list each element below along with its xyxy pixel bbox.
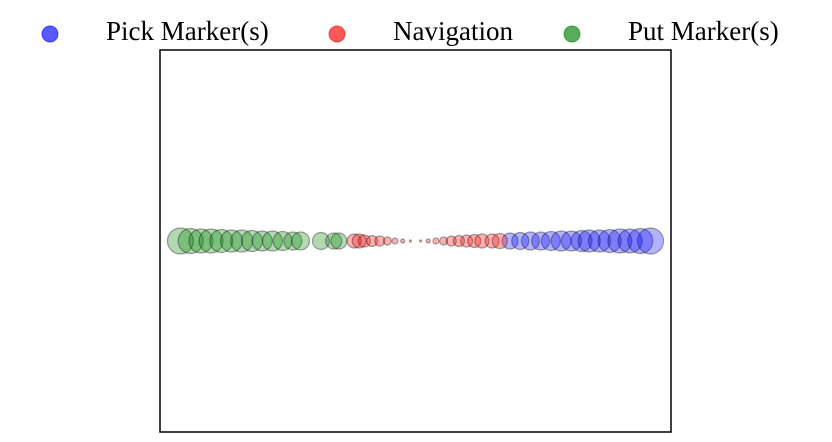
data-point [261, 230, 284, 252]
data-point [570, 229, 593, 253]
data-point [251, 230, 273, 252]
data-point [425, 238, 431, 244]
data-point [346, 233, 362, 249]
data-point [374, 235, 386, 247]
data-point [188, 228, 214, 254]
data-point [351, 233, 367, 249]
legend-marker [328, 25, 346, 43]
legend-marker [563, 25, 581, 43]
data-point [419, 239, 423, 243]
legend-label: Pick Marker(s) [106, 16, 269, 46]
data-point [627, 227, 654, 255]
data-point [272, 230, 293, 252]
data-point [325, 232, 343, 250]
data-point [467, 233, 482, 249]
data-point [240, 229, 264, 253]
data-point [177, 227, 204, 255]
legend-marker [41, 25, 59, 43]
data-point [520, 231, 541, 251]
data-point [531, 231, 551, 251]
data-point [439, 236, 449, 246]
data-point [357, 234, 371, 248]
data-point [607, 228, 633, 254]
legend-label: Navigation [393, 16, 513, 46]
data-point [290, 231, 311, 251]
data-point [597, 228, 622, 254]
data-point [452, 234, 466, 248]
data-point [432, 237, 440, 245]
data-point [230, 229, 254, 253]
data-point [491, 232, 508, 250]
data-point [391, 237, 399, 245]
data-point [560, 230, 582, 252]
data-point [617, 228, 643, 254]
data-point [577, 229, 601, 253]
data-point [311, 231, 331, 251]
data-point [460, 234, 474, 248]
data-point [501, 232, 519, 250]
data-point [400, 238, 406, 244]
data-point [540, 230, 562, 252]
data-point [484, 233, 500, 249]
data-point [445, 235, 457, 247]
data-point [365, 234, 379, 248]
data-point [474, 233, 490, 249]
data-point [550, 230, 572, 252]
data-point [330, 232, 348, 250]
data-point [166, 227, 195, 255]
data-point [587, 229, 612, 253]
data-point [408, 239, 412, 243]
data-point [283, 231, 303, 251]
data-point [511, 231, 530, 251]
plot-frame [159, 49, 672, 433]
data-point [219, 229, 244, 253]
legend-label: Put Marker(s) [628, 16, 779, 46]
data-point [382, 236, 392, 246]
data-point [636, 227, 665, 255]
data-point [198, 228, 224, 254]
data-point [209, 228, 234, 254]
